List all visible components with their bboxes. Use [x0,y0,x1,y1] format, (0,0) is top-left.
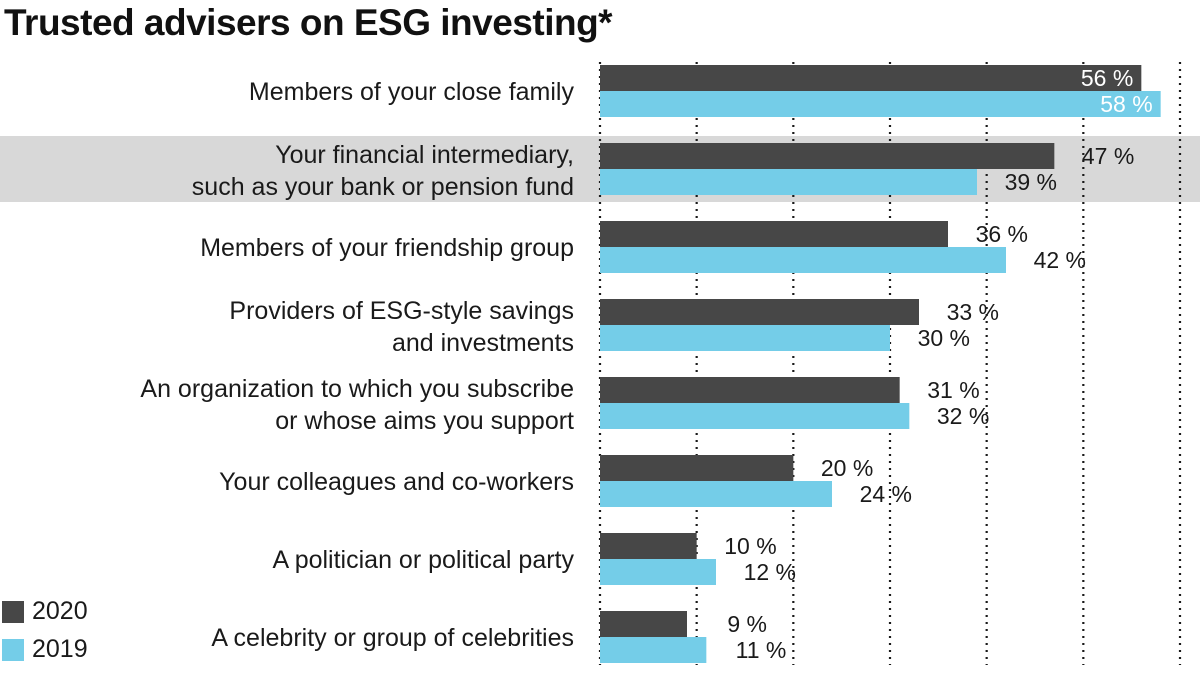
category-label: Members of your friendship group [200,234,574,262]
bar-2020 [600,455,794,481]
value-label-2020: 56 % [1081,65,1133,91]
category-label: Your colleagues and co-workers [219,468,574,496]
bar-2020 [600,143,1055,169]
value-label-2020: 47 % [1082,143,1134,169]
value-labels: 56 %58 % 47 % 39 % 36 %42 % 33 %30 % 31 %32 %… [724,65,1152,663]
chart-title: Trusted advisers on ESG investing* [4,2,613,43]
value-label-2019: 32 % [937,403,989,429]
bar-2019 [600,247,1006,273]
bar-2019 [600,637,707,663]
legend-label-2019: 2019 [32,635,88,663]
value-label-2019: 12 % [744,559,796,585]
value-label-2019: 58 % [1100,91,1152,117]
bar-2019 [600,403,910,429]
bar-2019 [600,325,890,351]
bar-2019 [600,169,977,195]
category-label: Providers of ESG-style savings and invest… [229,297,574,357]
category-label: A celebrity or group of celebrities [211,624,574,652]
bar-2020 [600,377,900,403]
value-label-2019: 24 % [860,481,912,507]
legend-label-2020: 2020 [32,597,88,625]
value-label-2020: 10 % [724,533,776,559]
legend-swatch-2019 [2,638,24,661]
bar-2020 [600,611,687,637]
bar-2020 [600,533,697,559]
value-label-2019: 39 % [1005,169,1057,195]
bar-2019 [600,481,832,507]
value-label-2020: 20 % [821,455,873,481]
category-label: Your financial intermediary, such as your… [192,141,574,201]
legend-swatch-2020 [2,600,24,623]
legend-item-2020: 2020 [2,597,88,626]
bar-2020 [600,299,919,325]
bar-2020 [600,221,948,247]
bar-2020 [600,65,1142,91]
value-label-2020: 31 % [927,377,979,403]
category-label: Members of your close family [249,78,575,106]
value-label-2020: 9 % [727,611,767,637]
value-label-2019: 11 % [736,637,787,663]
bar-2019 [600,559,716,585]
legend-item-2019: 2019 [2,635,88,664]
value-label-2020: 33 % [947,299,999,325]
category-labels: Members of your close family Your financi… [140,78,574,652]
bars [600,65,1161,663]
value-label-2019: 42 % [1034,247,1086,273]
value-label-2019: 30 % [918,325,970,351]
category-label: An organization to which you subscribe or… [140,375,574,435]
bar-2019 [600,91,1161,117]
category-label: A politician or political party [272,546,574,574]
gridlines [598,62,1182,665]
value-label-2020: 36 % [976,221,1028,247]
